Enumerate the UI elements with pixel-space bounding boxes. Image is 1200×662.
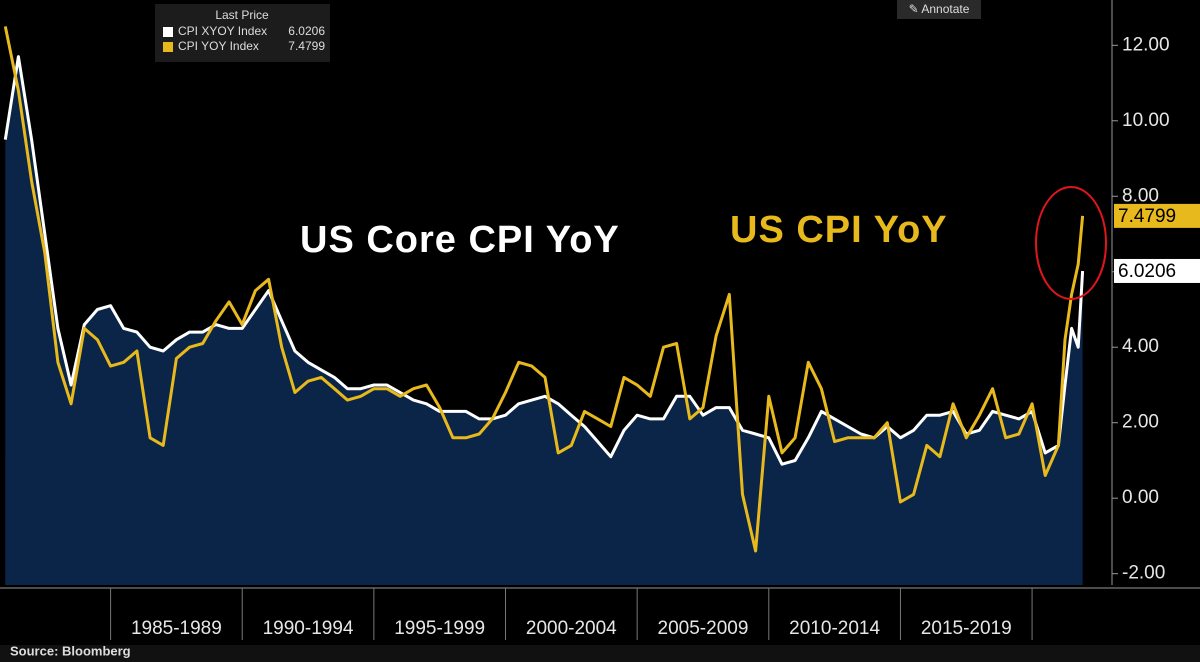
legend-value: 6.0206 bbox=[288, 24, 325, 38]
y-tick-label: 4.00 bbox=[1122, 336, 1159, 357]
footer-bar bbox=[0, 645, 1200, 662]
y-tick-label: 8.00 bbox=[1122, 185, 1159, 206]
series-line bbox=[3, 55, 1085, 466]
series-line bbox=[3, 26, 1085, 553]
x-tick-label: 2010-2014 bbox=[789, 618, 880, 639]
y-tick-label: 12.00 bbox=[1122, 34, 1170, 55]
value-tag-label: 6.0206 bbox=[1118, 261, 1176, 282]
x-tick-label: 1990-1994 bbox=[263, 618, 354, 639]
legend-swatch bbox=[163, 27, 173, 37]
legend-swatch bbox=[163, 42, 173, 52]
area bbox=[5, 56, 1083, 586]
y-tick-label: 10.00 bbox=[1122, 110, 1170, 131]
highlight-circle bbox=[1035, 186, 1107, 300]
y-tick-label: -2.00 bbox=[1122, 563, 1165, 584]
legend-title: Last Price bbox=[215, 8, 269, 22]
annotate-button[interactable]: ✎ Annotate bbox=[897, 0, 981, 19]
legend: Last Price CPI XYOY Index 6.0206 CPI YOY In… bbox=[155, 4, 330, 62]
annotation: US Core CPI YoY bbox=[300, 219, 620, 261]
source: Source: Bloomberg bbox=[10, 643, 131, 658]
y-tick-label: 2.00 bbox=[1122, 412, 1159, 433]
legend-value: 7.4799 bbox=[288, 39, 325, 53]
legend-label: CPI XYOY Index bbox=[178, 24, 267, 38]
x-tick-label: 2015-2019 bbox=[921, 618, 1012, 639]
x-tick-label: 1985-1989 bbox=[131, 618, 222, 639]
legend-label: CPI YOY Index bbox=[178, 39, 259, 53]
value-tag bbox=[1114, 203, 1200, 228]
legend-box bbox=[155, 4, 330, 62]
value-tag bbox=[1114, 258, 1200, 283]
plot bbox=[3, 26, 1085, 586]
x-tick-label: 2005-2009 bbox=[658, 618, 749, 639]
annotation: US CPI YoY bbox=[730, 209, 948, 251]
value-tag-label: 7.4799 bbox=[1118, 206, 1176, 227]
annotate-label: Annotate bbox=[921, 2, 970, 16]
x-tick-label: 2000-2004 bbox=[526, 618, 617, 639]
y-tick-label: 0.00 bbox=[1122, 487, 1159, 508]
x-tick-label: 1995-1999 bbox=[394, 618, 485, 639]
